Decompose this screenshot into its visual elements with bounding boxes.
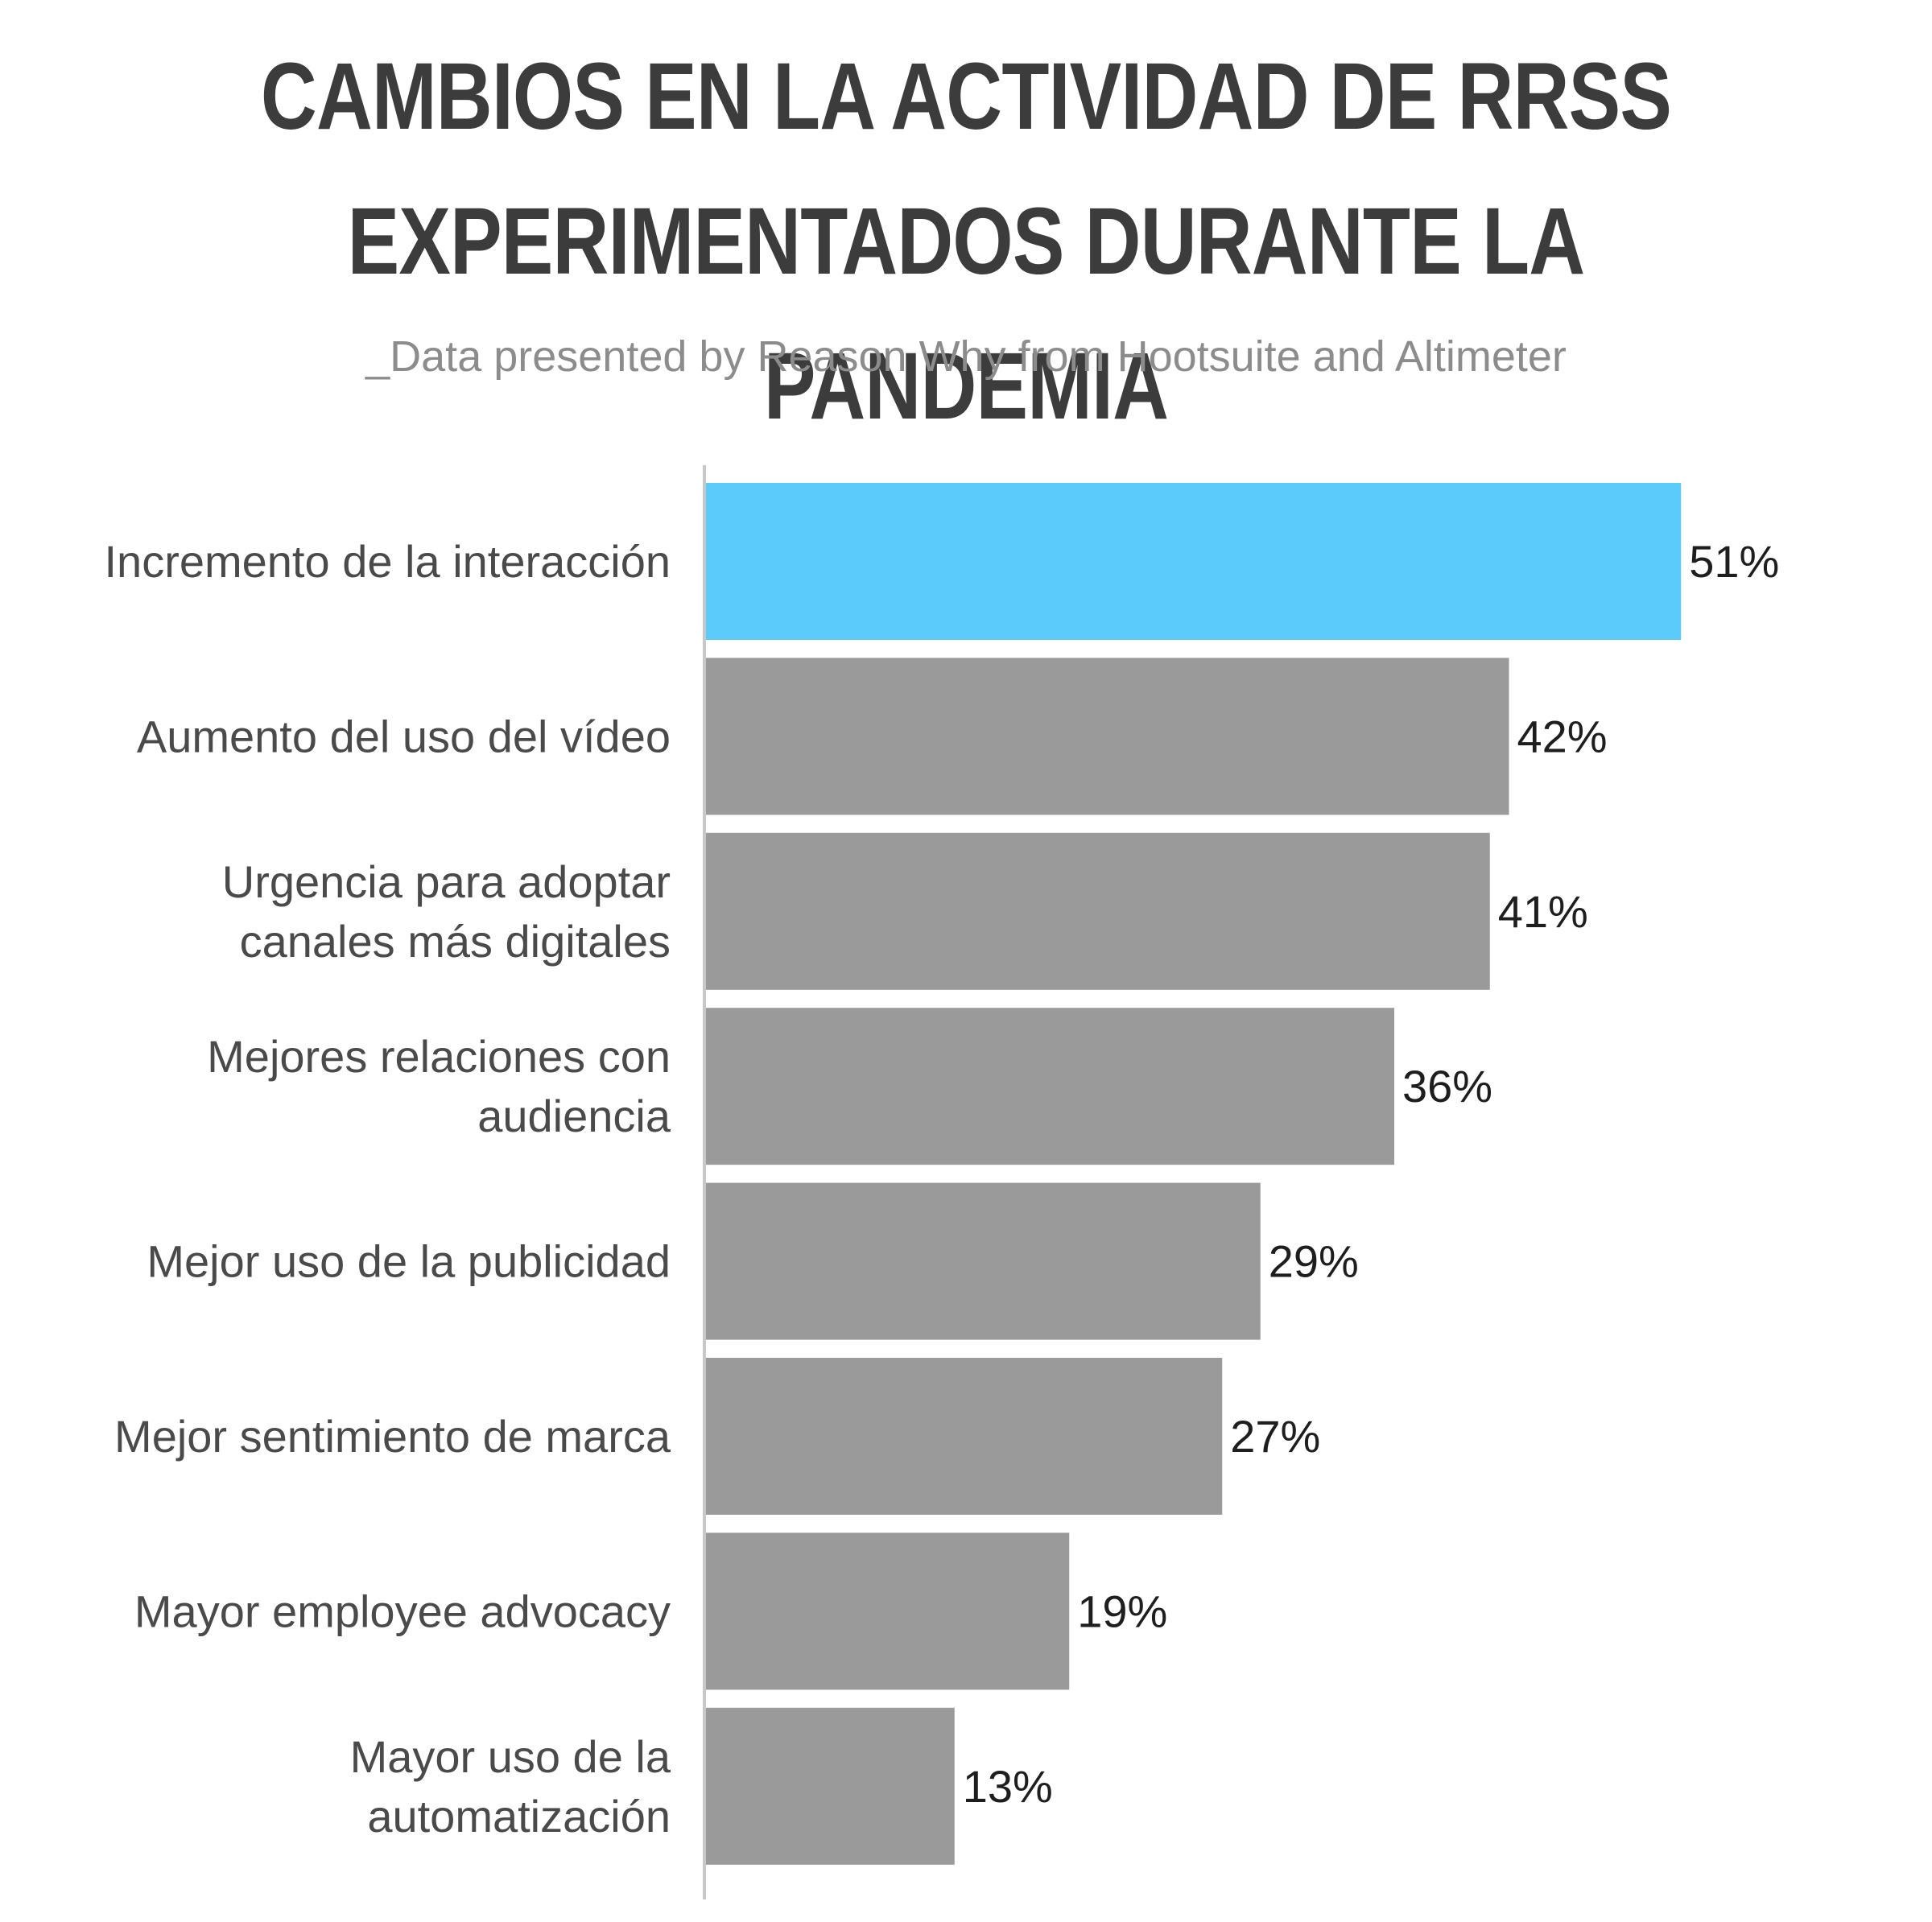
category-label-line: Incremento de la interacción xyxy=(105,536,671,587)
category-label-1: Incremento de la interacción xyxy=(105,536,671,587)
category-label-line: Mejor uso de la publicidad xyxy=(147,1236,671,1287)
category-label-line: audiencia xyxy=(477,1091,671,1141)
category-label-line: Urgencia para adoptar xyxy=(222,856,671,907)
category-label-line: automatización xyxy=(367,1791,671,1842)
bar-6 xyxy=(706,1358,1223,1515)
category-label-7: Mayor employee advocacy xyxy=(134,1586,671,1636)
value-label-6: 27% xyxy=(1230,1411,1320,1462)
value-label-2: 42% xyxy=(1517,711,1608,761)
category-label-3: Urgencia para adoptar canales más digital… xyxy=(222,856,671,967)
category-label-4: Mejores relaciones con audiencia xyxy=(207,1031,671,1141)
value-labels-group: 51% 42% 41% 36% 29% 27% 19% 13% xyxy=(963,536,1780,1812)
category-label-line: Mejor sentimiento de marca xyxy=(114,1411,671,1462)
chart-title-line-1: CAMBIOS EN LA ACTIVIDAD DE RRSS xyxy=(260,43,1672,150)
bar-7 xyxy=(706,1532,1070,1690)
bar-5 xyxy=(706,1182,1261,1340)
category-labels-group: Incremento de la interacción Aumento del … xyxy=(105,536,671,1842)
value-label-7: 19% xyxy=(1077,1586,1167,1636)
value-label-1: 51% xyxy=(1689,536,1779,587)
category-label-2: Aumento del uso del vídeo xyxy=(137,711,671,761)
chart-title: CAMBIOS EN LA ACTIVIDAD DE RRSS EXPERIME… xyxy=(174,24,1758,459)
value-label-4: 36% xyxy=(1402,1061,1492,1112)
value-label-5: 29% xyxy=(1269,1236,1359,1287)
category-label-8: Mayor uso de la automatización xyxy=(350,1731,671,1842)
bar-3 xyxy=(706,832,1490,990)
value-label-8: 13% xyxy=(963,1761,1053,1812)
category-label-line: Mejores relaciones con xyxy=(207,1031,671,1082)
bar-8 xyxy=(706,1707,955,1865)
bar-4 xyxy=(706,1008,1394,1165)
category-label-line: Mayor uso de la xyxy=(350,1731,671,1782)
value-label-3: 41% xyxy=(1498,886,1588,937)
chart-subtitle: _Data presented by Reason Why from Hoots… xyxy=(365,332,1567,381)
category-label-line: Aumento del uso del vídeo xyxy=(137,711,671,761)
bar-1 xyxy=(706,483,1682,640)
category-label-5: Mejor uso de la publicidad xyxy=(147,1236,671,1287)
bars-group xyxy=(706,483,1682,1865)
category-label-line: canales más digitales xyxy=(240,916,671,967)
chart-title-line-2: EXPERIMENTADOS DURANTE LA PANDEMIA xyxy=(347,188,1586,439)
category-label-6: Mejor sentimiento de marca xyxy=(114,1411,671,1462)
category-label-line: Mayor employee advocacy xyxy=(134,1586,671,1636)
bar-2 xyxy=(706,658,1509,815)
